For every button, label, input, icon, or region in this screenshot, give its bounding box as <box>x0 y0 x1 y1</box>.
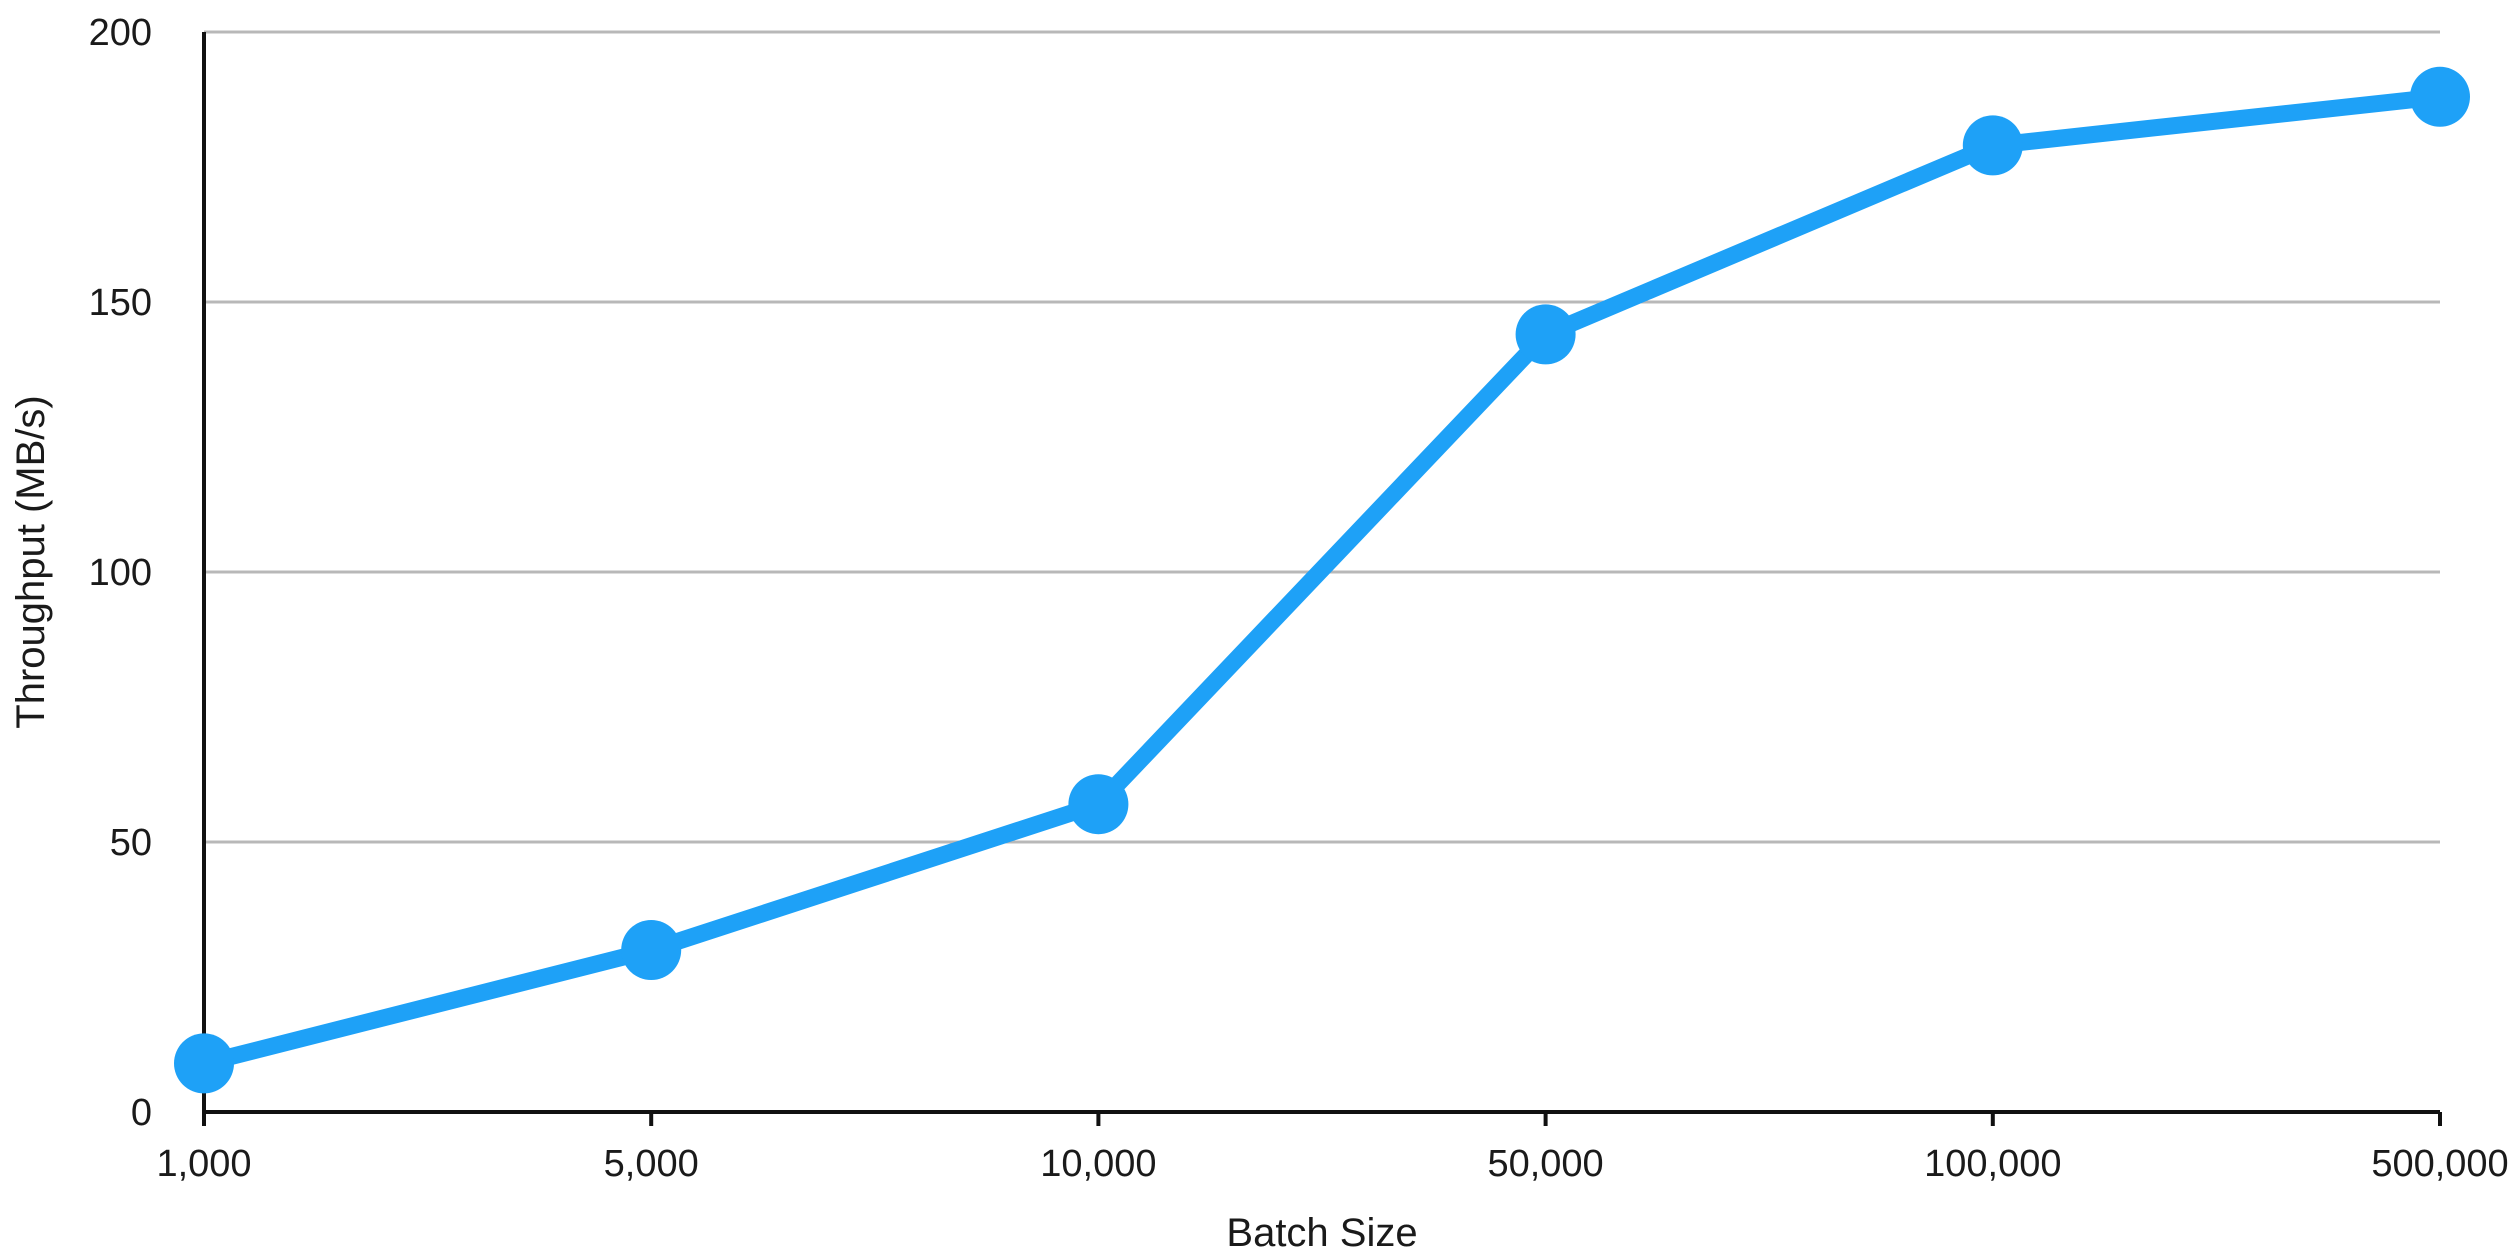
data-point <box>1962 115 2023 176</box>
data-point <box>174 1033 234 1094</box>
x-tick-label: 1,000 <box>156 1143 251 1185</box>
x-tick-labels: 1,000 5,000 10,000 50,000 100,000 500,000 <box>156 1112 2509 1185</box>
y-tick-labels: 0 50 100 150 200 <box>89 12 152 1134</box>
data-point <box>1068 774 1129 835</box>
y-tick-label: 100 <box>89 552 152 594</box>
gridlines <box>204 30 2440 844</box>
x-axis-title: Batch Size <box>1226 1211 1417 1255</box>
series-line <box>195 88 2449 1072</box>
x-tick-label: 100,000 <box>1924 1143 2061 1185</box>
y-tick-label: 200 <box>89 12 152 54</box>
data-point <box>621 920 682 980</box>
series-layer <box>174 66 2470 1094</box>
y-tick-label: 0 <box>131 1092 152 1134</box>
x-tick-label: 50,000 <box>1487 1143 1603 1185</box>
data-point <box>2410 66 2470 127</box>
x-tick-label: 500,000 <box>2371 1143 2508 1185</box>
x-tick-label: 5,000 <box>604 1143 699 1185</box>
x-tick-label: 10,000 <box>1040 1143 1156 1185</box>
y-axis-title: Throughput (MB/s) <box>9 395 53 728</box>
y-tick-label: 150 <box>89 282 152 324</box>
data-point <box>1515 304 1576 365</box>
y-tick-label: 50 <box>110 822 152 864</box>
axes <box>202 32 2440 1114</box>
